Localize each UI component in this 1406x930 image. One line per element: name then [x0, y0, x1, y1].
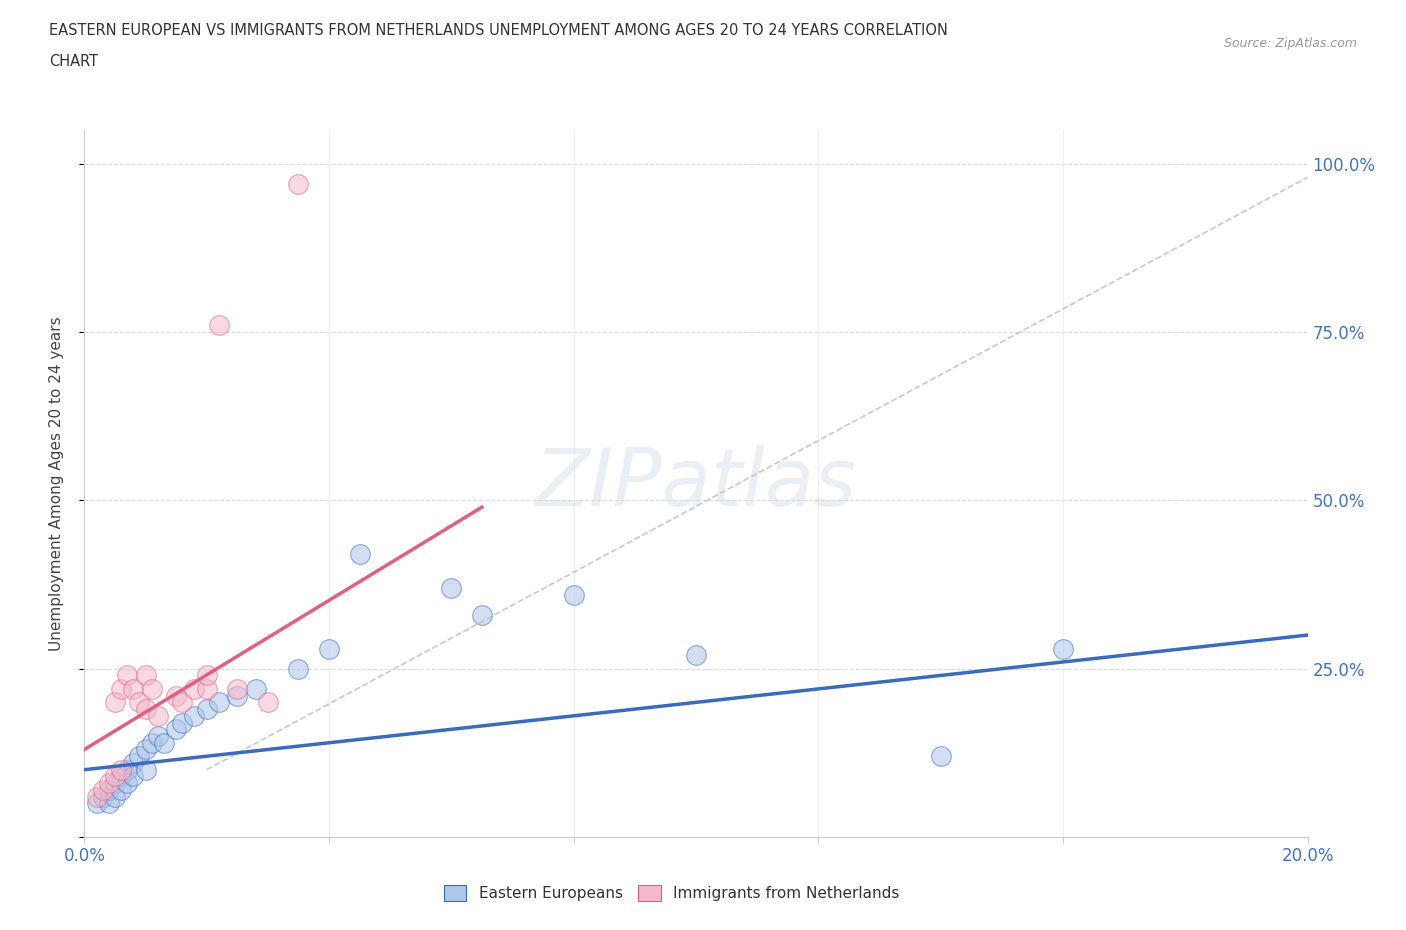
- Point: [146, 709, 169, 724]
- Point: [471, 607, 494, 622]
- Point: [1052, 641, 1074, 656]
- Point: [91, 790, 114, 804]
- Point: [97, 776, 120, 790]
- Point: [440, 580, 463, 595]
- Point: [104, 776, 127, 790]
- Point: [91, 782, 114, 797]
- Point: [318, 641, 340, 656]
- Point: [195, 701, 218, 716]
- Point: [287, 177, 309, 192]
- Point: [135, 742, 157, 757]
- Point: [562, 587, 585, 602]
- Point: [172, 715, 194, 730]
- Point: [226, 682, 249, 697]
- Text: ZIPatlas: ZIPatlas: [534, 445, 858, 523]
- Point: [245, 682, 267, 697]
- Point: [135, 668, 157, 683]
- Point: [141, 736, 163, 751]
- Point: [165, 688, 187, 703]
- Point: [135, 763, 157, 777]
- Point: [86, 790, 108, 804]
- Point: [104, 769, 127, 784]
- Point: [146, 728, 169, 743]
- Point: [110, 769, 132, 784]
- Point: [195, 668, 218, 683]
- Point: [287, 661, 309, 676]
- Point: [349, 547, 371, 562]
- Point: [128, 695, 150, 710]
- Point: [86, 796, 108, 811]
- Point: [208, 695, 231, 710]
- Point: [115, 763, 138, 777]
- Point: [183, 709, 205, 724]
- Point: [110, 782, 132, 797]
- Point: [257, 695, 280, 710]
- Point: [195, 682, 218, 697]
- Point: [104, 695, 127, 710]
- Text: EASTERN EUROPEAN VS IMMIGRANTS FROM NETHERLANDS UNEMPLOYMENT AMONG AGES 20 TO 24: EASTERN EUROPEAN VS IMMIGRANTS FROM NETH…: [49, 23, 948, 38]
- Point: [110, 763, 132, 777]
- Point: [165, 722, 187, 737]
- Point: [929, 749, 952, 764]
- Point: [97, 782, 120, 797]
- Point: [172, 695, 194, 710]
- Point: [128, 749, 150, 764]
- Point: [122, 769, 145, 784]
- Point: [122, 682, 145, 697]
- Text: CHART: CHART: [49, 54, 98, 69]
- Point: [115, 668, 138, 683]
- Point: [685, 648, 707, 663]
- Point: [97, 796, 120, 811]
- Y-axis label: Unemployment Among Ages 20 to 24 years: Unemployment Among Ages 20 to 24 years: [49, 316, 63, 651]
- Point: [110, 682, 132, 697]
- Point: [141, 682, 163, 697]
- Legend: Eastern Europeans, Immigrants from Netherlands: Eastern Europeans, Immigrants from Nethe…: [437, 879, 905, 907]
- Point: [153, 736, 176, 751]
- Point: [122, 755, 145, 770]
- Point: [226, 688, 249, 703]
- Point: [183, 682, 205, 697]
- Point: [104, 790, 127, 804]
- Text: Source: ZipAtlas.com: Source: ZipAtlas.com: [1223, 37, 1357, 50]
- Point: [115, 776, 138, 790]
- Point: [208, 318, 231, 333]
- Point: [135, 701, 157, 716]
